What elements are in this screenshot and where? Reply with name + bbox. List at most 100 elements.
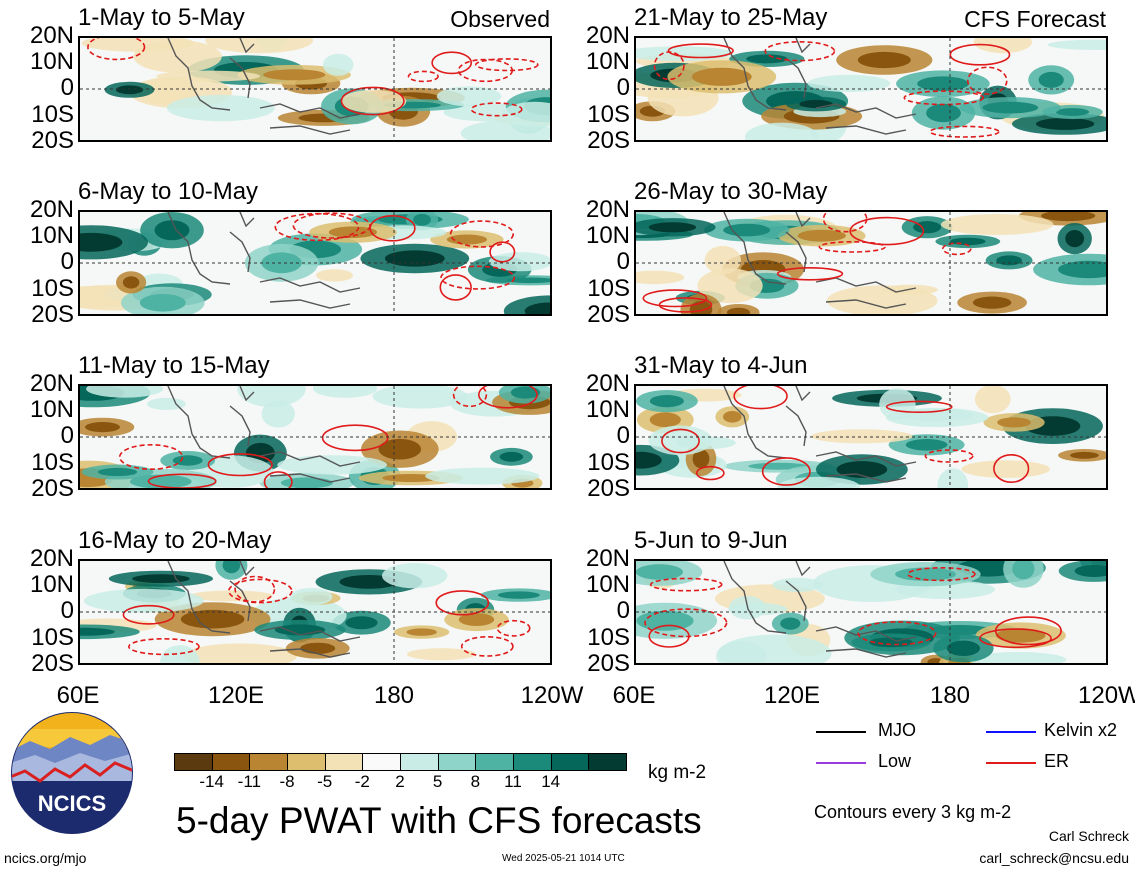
lat-label: 20S bbox=[587, 301, 630, 328]
lat-label: 20S bbox=[31, 301, 74, 328]
right-panel-title: 5-Jun to 9-Jun bbox=[634, 527, 788, 554]
lat-label: 20N bbox=[29, 545, 74, 572]
lat-label: 20S bbox=[31, 650, 74, 677]
colorbar-cell bbox=[362, 753, 401, 771]
legend-label-low: Low bbox=[878, 751, 912, 771]
right-panel-label: CFS Forecast bbox=[964, 6, 1106, 32]
colorbar bbox=[174, 753, 627, 771]
lat-label: 10N bbox=[29, 396, 74, 423]
lat-label: 10N bbox=[585, 48, 630, 75]
lon-label: 120E bbox=[207, 682, 265, 709]
timestamp: Wed 2025-05-21 1014 UTC bbox=[502, 853, 625, 864]
lat-label: 10S bbox=[31, 275, 74, 302]
legend-line-er bbox=[986, 762, 1036, 764]
lat-label: 20N bbox=[29, 370, 74, 397]
lat-label: 0 bbox=[60, 597, 74, 624]
url-text: ncics.org/mjo bbox=[4, 850, 87, 866]
author: Carl Schreck bbox=[1048, 828, 1129, 844]
colorbar-units: kg m-2 bbox=[648, 762, 707, 783]
left-map-panel bbox=[78, 36, 552, 142]
left-panel-title: 16-May to 20-May bbox=[78, 527, 272, 554]
colorbar-cell bbox=[324, 753, 364, 771]
lat-label: 10S bbox=[31, 449, 74, 476]
lon-label: 180 bbox=[373, 682, 415, 709]
legend-line-low bbox=[816, 762, 866, 764]
lon-label: 60E bbox=[56, 682, 100, 709]
contours-note: Contours every 3 kg m-2 bbox=[814, 802, 1012, 822]
lon-label: 120E bbox=[763, 682, 821, 709]
main-title: 5-day PWAT with CFS forecasts bbox=[176, 800, 702, 841]
colorbar-tick-label: 5 bbox=[432, 772, 443, 791]
lat-label: 10S bbox=[587, 101, 630, 128]
lat-label: 20S bbox=[587, 475, 630, 502]
lat-label: 20S bbox=[31, 475, 74, 502]
colorbar-cell bbox=[400, 753, 439, 771]
colorbar-cell bbox=[588, 753, 627, 771]
right-map-panel bbox=[634, 559, 1108, 665]
left-map-panel bbox=[78, 559, 552, 665]
lat-label: 0 bbox=[60, 74, 74, 101]
ncics-logo: NCICS bbox=[10, 711, 134, 835]
right-map-panel bbox=[634, 384, 1108, 490]
legend-label-er: ER bbox=[1044, 751, 1070, 771]
lat-label: 10N bbox=[29, 571, 74, 598]
colorbar-tick-label: 11 bbox=[504, 772, 522, 791]
colorbar-cell bbox=[550, 753, 590, 771]
email: carl_schreck@ncsu.edu bbox=[979, 850, 1129, 866]
lat-label: 20S bbox=[587, 127, 630, 154]
lat-label: 0 bbox=[616, 597, 630, 624]
colorbar-tick-label: -14 bbox=[199, 772, 224, 791]
lat-label: 10S bbox=[587, 449, 630, 476]
lat-label: 0 bbox=[60, 422, 74, 449]
left-map-panel bbox=[78, 210, 552, 316]
right-panel-title: 21-May to 25-May bbox=[634, 4, 828, 31]
lat-label: 10N bbox=[29, 48, 74, 75]
colorbar-tick-label: -5 bbox=[317, 772, 333, 791]
logo-text: NCICS bbox=[38, 791, 106, 816]
lat-label: 10S bbox=[587, 624, 630, 651]
left-map-panel bbox=[78, 384, 552, 490]
lat-label: 20N bbox=[29, 196, 74, 223]
lat-label: 0 bbox=[616, 74, 630, 101]
legend-line-kelvin bbox=[986, 731, 1036, 733]
lat-label: 10S bbox=[31, 624, 74, 651]
colorbar-cell bbox=[211, 753, 251, 771]
legend-label-mjo: MJO bbox=[878, 720, 916, 740]
colorbar-tick-label: -11 bbox=[237, 772, 261, 791]
lat-label: 20N bbox=[585, 22, 630, 49]
colorbar-cell bbox=[513, 753, 552, 771]
lat-label: 10N bbox=[585, 571, 630, 598]
right-panel-title: 31-May to 4-Jun bbox=[634, 352, 808, 379]
lat-label: 10S bbox=[587, 275, 630, 302]
colorbar-tick-label: -8 bbox=[279, 772, 295, 791]
colorbar-cell bbox=[287, 753, 326, 771]
lat-label: 10N bbox=[29, 222, 74, 249]
lon-label: 120W bbox=[520, 682, 584, 709]
lat-label: 20S bbox=[31, 127, 74, 154]
lat-label: 10N bbox=[585, 396, 630, 423]
colorbar-ticks: -14 -11 -8 -5 -2 2 5 8 11 14 bbox=[174, 772, 626, 794]
lat-label: 10S bbox=[31, 101, 74, 128]
legend: MJO Kelvin x2 Low ER bbox=[816, 720, 1135, 780]
lat-label: 20N bbox=[585, 196, 630, 223]
left-panel-title: 11-May to 15-May bbox=[78, 352, 270, 379]
lon-label: 60E bbox=[612, 682, 656, 709]
legend-line-mjo bbox=[816, 731, 866, 733]
lat-label: 20N bbox=[585, 370, 630, 397]
lon-label: 120W bbox=[1078, 682, 1135, 709]
colorbar-cell bbox=[437, 753, 477, 771]
left-panel-title: 6-May to 10-May bbox=[78, 178, 259, 205]
right-map-panel bbox=[634, 210, 1108, 316]
colorbar-tick-label: 8 bbox=[470, 772, 481, 791]
lat-label: 0 bbox=[616, 422, 630, 449]
lat-label: 20N bbox=[585, 545, 630, 572]
right-map-panel bbox=[634, 36, 1108, 142]
legend-label-kelvin: Kelvin x2 bbox=[1044, 720, 1118, 740]
lat-label: 0 bbox=[60, 248, 74, 275]
colorbar-tick-label: 14 bbox=[541, 772, 561, 791]
colorbar-cell bbox=[249, 753, 288, 771]
lat-label: 0 bbox=[616, 248, 630, 275]
colorbar-tick-label: -2 bbox=[354, 772, 370, 791]
colorbar-cell bbox=[475, 753, 514, 771]
left-panel-label: Observed bbox=[450, 6, 550, 32]
